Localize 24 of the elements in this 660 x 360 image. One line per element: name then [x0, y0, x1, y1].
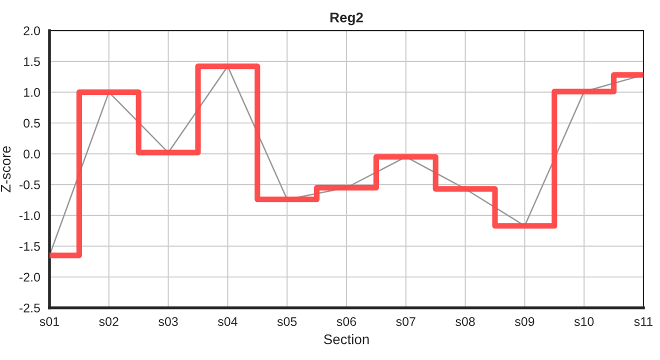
x-axis-title: Section: [324, 334, 369, 344]
chart-title: Reg2: [330, 12, 363, 26]
x-tick-label: s01: [40, 317, 59, 326]
x-tick-label: s09: [514, 317, 534, 326]
y-tick-label: -0.5: [19, 180, 40, 190]
x-tick-label: s03: [158, 317, 178, 326]
y-tick-label: 0.5: [24, 118, 40, 128]
y-axis-title: Z-score: [0, 146, 11, 192]
x-tick-label: s05: [277, 317, 297, 326]
x-tick-label: s06: [336, 317, 356, 326]
y-tick-label: -2.5: [19, 304, 40, 312]
y-tick-label: 2.0: [24, 26, 40, 36]
x-tick-label: s11: [634, 317, 653, 326]
y-tick-label: -2.0: [19, 272, 40, 282]
y-tick-label: 1.0: [24, 88, 40, 97]
y-tick-label: 0.0: [24, 150, 40, 158]
x-tick-label: s07: [396, 317, 416, 326]
y-tick-label: -1.0: [19, 211, 40, 220]
x-tick-label: s02: [99, 317, 118, 326]
x-tick-label: s08: [456, 317, 475, 326]
x-tick-label: s10: [574, 317, 594, 326]
y-tick-label: 1.5: [24, 57, 40, 66]
x-tick-label: s04: [218, 317, 238, 326]
y-tick-label: -1.5: [19, 242, 40, 251]
